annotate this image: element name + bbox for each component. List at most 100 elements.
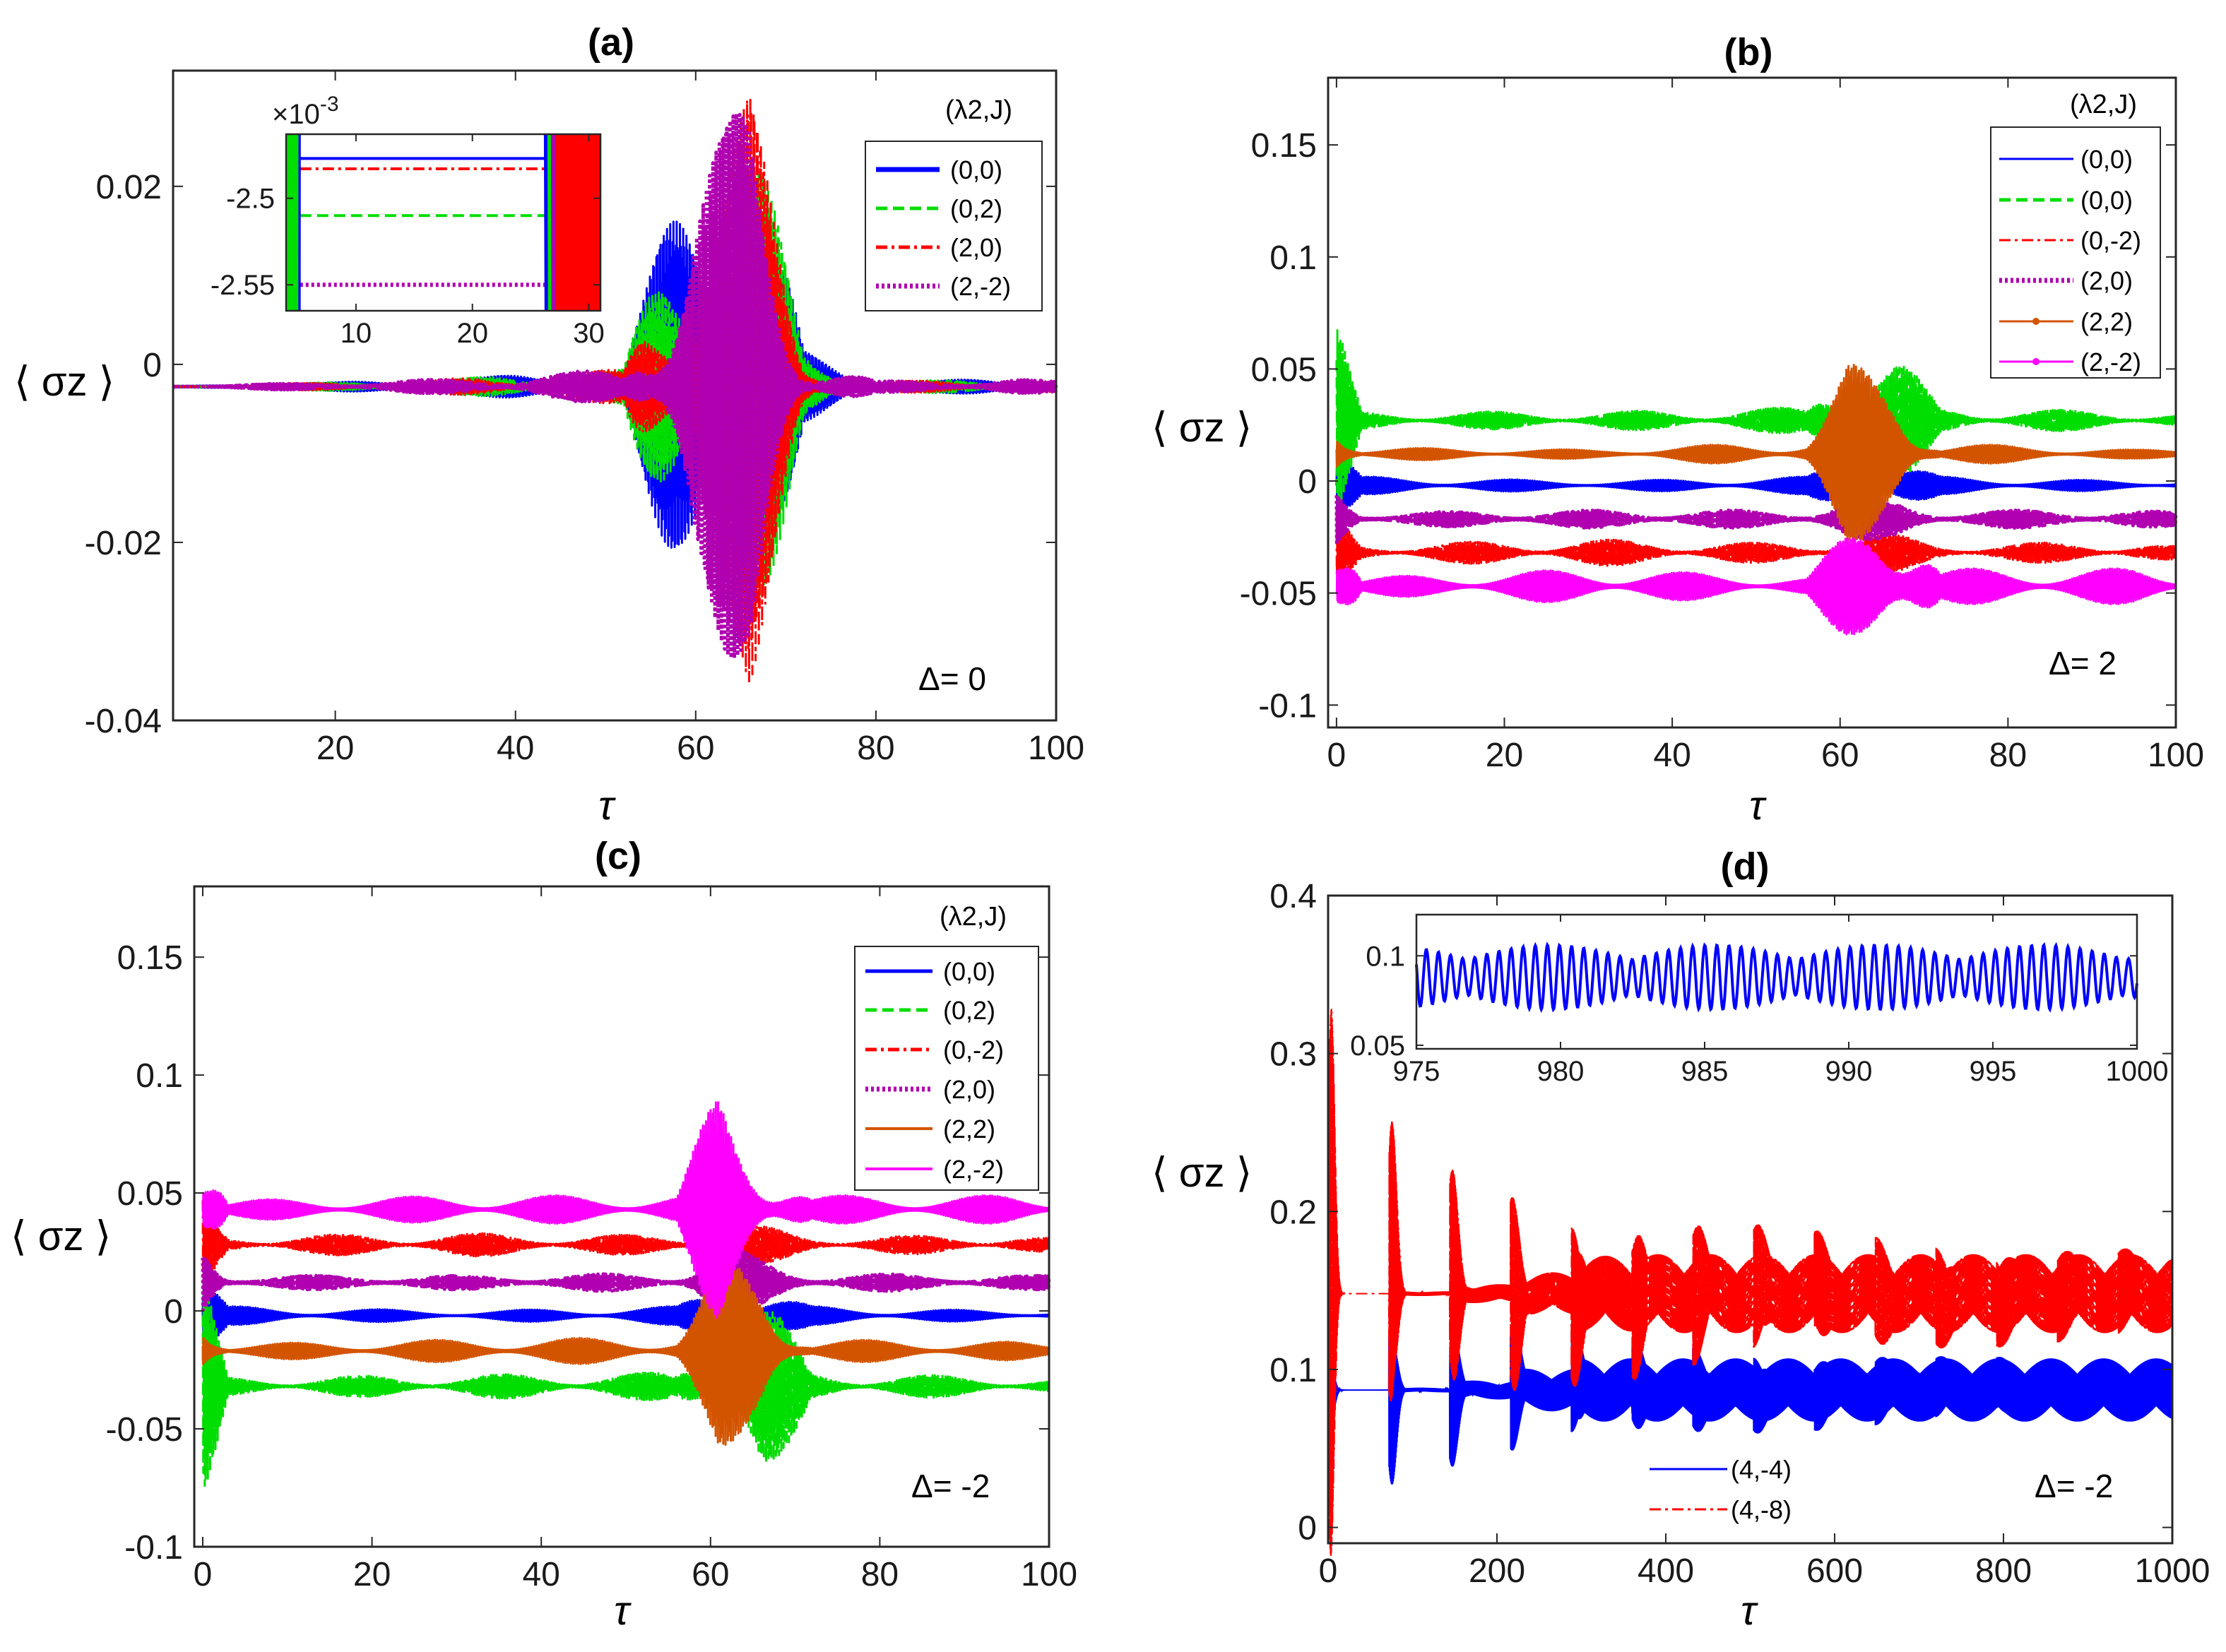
panel-a-inset-xtick-label-2: 30 (573, 318, 605, 349)
panel-c-title: (c) (595, 835, 641, 877)
panel-c-x-label: τ (614, 1588, 632, 1634)
panel-d-axes-box (1327, 894, 2174, 1545)
legend-label-c-4: (2,2) (943, 1115, 995, 1143)
panel-d-inset-xtick-label-4: 995 (1970, 1056, 2017, 1087)
panel-d-inset-xtick-label-2: 985 (1681, 1056, 1729, 1087)
panel-d-series-0 (1327, 1326, 2173, 1485)
panel-b-series-3 (1334, 494, 2178, 547)
panel-c-ytick-label-5: 0.15 (117, 939, 183, 977)
panel-a-xtick-label-3: 80 (857, 730, 894, 767)
panel-d-inset-ytick-label-1: 0.1 (1366, 941, 1405, 972)
panel-b-series-4 (1335, 364, 2177, 545)
legend-label-a-0: (0,0) (950, 155, 1002, 184)
panel-d-inset-ytick-label-0: 0.05 (1350, 1030, 1405, 1062)
panel-b-xtick-label-5: 100 (2148, 737, 2204, 774)
panel-c-series-3 (201, 1244, 1051, 1321)
panel-a-xtick-label-1: 40 (497, 730, 534, 767)
panel-d-title: (d) (1721, 845, 1770, 888)
panel-d-xtick-label-3: 600 (1806, 1552, 1863, 1590)
legend-marker-b-5 (2032, 358, 2039, 365)
panel-c-xtick-label-4: 80 (861, 1556, 899, 1593)
panel-c-series-1 (201, 1280, 1050, 1487)
legend-label-b-4: (2,2) (2080, 307, 2133, 336)
legend-label-b-3: (2,0) (2080, 266, 2133, 295)
panel-c-ytick-label-1: -0.05 (106, 1411, 183, 1449)
panel-a-legend-title: (λ2,J) (945, 95, 1012, 125)
panel-a-xtick-label-4: 100 (1028, 730, 1084, 767)
panel-a-inset-box (285, 133, 602, 312)
panel-b-delta-annotation: Δ= 2 (2049, 645, 2117, 682)
panel-b-ytick-label-3: 0.05 (1251, 351, 1317, 388)
panel-c-ytick-label-3: 0.05 (117, 1175, 183, 1213)
panel-c-legend: (λ2,J) (0,0) (0,2) (0,-2) (2,0) (2,2) (2… (854, 902, 1039, 1191)
panel-a-xtick-label-0: 20 (316, 730, 354, 767)
legend-label-d-1: (4,-8) (1731, 1495, 1792, 1524)
panel-d-inset-xtick-label-0: 975 (1393, 1056, 1440, 1087)
panel-a-ytick-label-0: -0.04 (85, 703, 162, 740)
panel-d-inset-xtick-label-5: 1000 (2106, 1056, 2169, 1087)
panel-d-inset-ticks: 975 980 985 990 995 1000 0.05 0.1 (1350, 915, 2168, 1087)
panel-a-x-label: τ (598, 783, 616, 828)
panel-a-legend: (λ2,J) (0,0) (0,2) (2,0) (2,-2) (865, 95, 1043, 311)
legend-label-b-5: (2,-2) (2080, 347, 2141, 376)
legend-label-c-2: (0,-2) (943, 1035, 1004, 1064)
panel-c-series-0 (201, 1288, 1050, 1343)
panel-d-ytick-label-2: 0.2 (1269, 1194, 1317, 1231)
panel-b-series-0 (1335, 460, 2177, 511)
panel-c-series-2 (201, 1200, 1050, 1288)
legend-label-c-5: (2,-2) (943, 1155, 1004, 1184)
legend-label-b-1: (0,0) (2080, 186, 2133, 215)
legend-label-c-3: (2,0) (943, 1075, 995, 1104)
panel-b-axes-box (1327, 76, 2177, 729)
panel-d-xtick-label-1: 200 (1469, 1552, 1525, 1590)
panel-d-series-1 (1327, 1009, 2173, 1556)
panel-d-xtick-label-0: 0 (1319, 1552, 1338, 1590)
panel-d-inset-plot (1415, 941, 2138, 1014)
panel-c-xtick-label-3: 60 (692, 1556, 729, 1593)
panel-c-xtick-label-2: 40 (522, 1556, 560, 1593)
panel-b-xtick-label-1: 20 (1486, 737, 1523, 774)
panel-d-ytick-label-0: 0 (1298, 1510, 1317, 1547)
panel-d-xtick-label-5: 1000 (2135, 1552, 2210, 1590)
panel-c-series-5 (201, 1101, 1050, 1319)
panel-a-ytick-label-3: 0.02 (96, 169, 162, 206)
panel-c-ticks: 0 20 40 60 80 100 -0.1 -0.05 0 0.05 0.1 0.15 (106, 886, 1077, 1593)
legend-label-a-2: (2,0) (950, 233, 1002, 262)
panel-a-ytick-label-2: 0 (143, 347, 162, 384)
panel-a-ytick-label-1: -0.02 (85, 525, 162, 562)
panel-b-ticks: 0 20 40 60 80 100 -0.1 -0.05 0 0.05 0.1 0.15 (1240, 78, 2204, 774)
panel-a-ticks: 20 40 60 80 100 -0.04 -0.02 0 0.02 (85, 71, 1084, 767)
panel-a-delta-annotation: Δ= 0 (918, 660, 986, 697)
panel-c-xtick-label-1: 20 (353, 1556, 391, 1593)
panel-b-legend: (λ2,J) (0,0) (0,0) (0,-2) (2,0) (2,2) (2… (1990, 90, 2161, 379)
panel-b-plot-area (1334, 329, 2178, 636)
legend-label-a-3: (2,-2) (950, 272, 1011, 301)
panel-a-inset-exponent: ×10-3 (272, 93, 339, 130)
panel-d: (d) 0 200 400 600 800 1000 0 0.1 0.2 0.3 0.4 τ ⟨ σ… (1152, 845, 2210, 1634)
panel-a-axes-box (172, 69, 1058, 722)
panel-d-ytick-label-3: 0.3 (1269, 1036, 1317, 1074)
legend-label-c-1: (0,2) (943, 996, 995, 1025)
panel-c-legend-box (854, 946, 1039, 1191)
panel-d-y-label: ⟨ σz ⟩ (1152, 1150, 1252, 1196)
panel-b-xtick-label-0: 0 (1327, 737, 1346, 774)
legend-label-b-0: (0,0) (2080, 145, 2133, 174)
panel-d-ticks: 0 200 400 600 800 1000 0 0.1 0.2 0.3 0.4 (1269, 878, 2210, 1590)
panel-c-xtick-label-5: 100 (1021, 1556, 1077, 1593)
panel-b-ytick-label-5: 0.15 (1251, 127, 1317, 165)
panel-c-ytick-label-4: 0.1 (136, 1057, 183, 1095)
panel-d-ytick-label-1: 0.1 (1269, 1352, 1317, 1389)
panel-c-xtick-label-0: 0 (194, 1556, 213, 1593)
panel-b-title: (b) (1724, 31, 1773, 73)
legend-label-c-0: (0,0) (943, 957, 995, 986)
panel-a-inset: 10 20 30 -2.5 -2.55 ×10-3 (211, 93, 605, 349)
legend-label-d-0: (4,-4) (1731, 1455, 1792, 1484)
panel-c-delta-annotation: Δ= -2 (911, 1468, 990, 1504)
panel-c-plot-area (201, 1101, 1051, 1487)
panel-a-inset-ticks: 10 20 30 -2.5 -2.55 (211, 134, 605, 349)
panel-d-inset: 975 980 985 990 995 1000 0.05 0.1 (1350, 913, 2168, 1087)
panel-a-xtick-label-2: 60 (677, 730, 714, 767)
panel-a-inset-xtick-label-1: 20 (456, 318, 488, 349)
